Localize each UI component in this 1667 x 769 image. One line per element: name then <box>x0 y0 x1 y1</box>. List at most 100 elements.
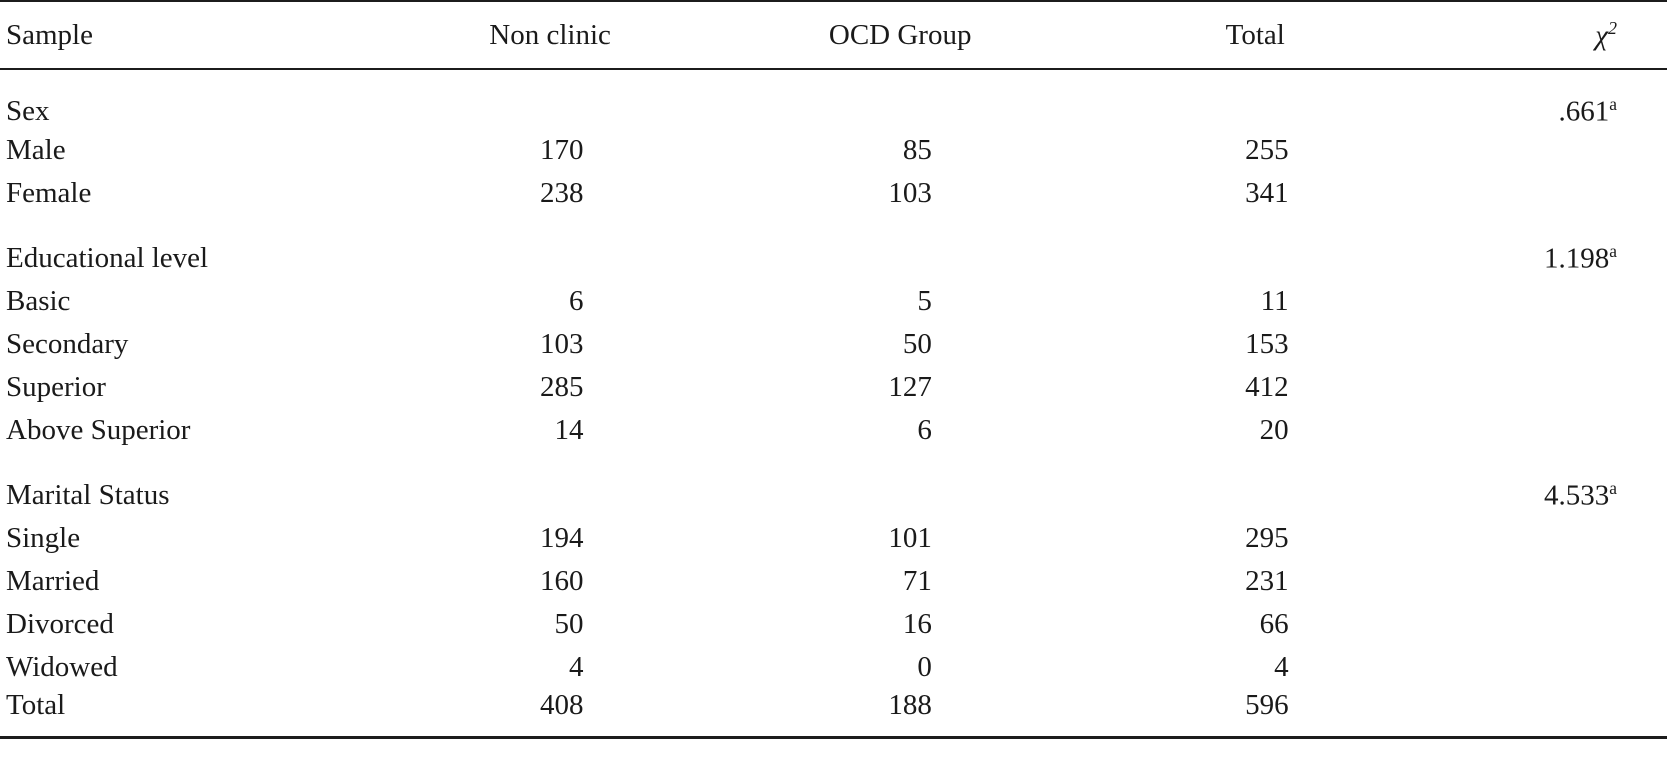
chi-squared-value <box>1394 409 1667 452</box>
chi-squared-value <box>1394 129 1667 172</box>
cell-non-clinic: 170 <box>539 133 584 166</box>
chi-squared-value: 4.533a <box>1394 474 1667 517</box>
cell-total: 4 <box>1274 650 1289 683</box>
row-label: Secondary <box>6 327 129 360</box>
table-row: Secondary 103 50 153 <box>0 323 1667 366</box>
table-row: Basic 6 5 11 <box>0 280 1667 323</box>
chi-squared-value: 1.198a <box>1394 237 1667 280</box>
table-row: Total 408 188 596 <box>0 689 1667 738</box>
chi-squared-value <box>1394 172 1667 215</box>
table-row: Divorced 50 16 66 <box>0 603 1667 646</box>
table-row: Above Superior 14 6 20 <box>0 409 1667 452</box>
section-spacer <box>0 452 1667 474</box>
table-row: Single 194 101 295 <box>0 517 1667 560</box>
chi-squared-value <box>1394 560 1667 603</box>
cell-total: 153 <box>1245 327 1289 360</box>
cell-ocd-group: 16 <box>902 607 932 640</box>
cell-ocd-group: 5 <box>917 284 932 317</box>
table-row: Widowed 4 0 4 <box>0 646 1667 689</box>
row-label: Divorced <box>6 607 114 640</box>
cell-ocd-group: 50 <box>902 327 932 360</box>
spacer-cell <box>0 215 417 237</box>
cell-non-clinic: 50 <box>554 607 584 640</box>
chi-symbol: χ <box>1595 19 1609 52</box>
chi-value: 4.533 <box>1544 479 1610 512</box>
chi-squared-value <box>1394 323 1667 366</box>
chi-value: 1.198 <box>1544 242 1610 275</box>
chi-exponent: 2 <box>1608 17 1617 38</box>
row-label: Female <box>6 176 92 209</box>
cell-ocd-group <box>683 69 1116 129</box>
section-title: Sex <box>6 94 50 127</box>
cell-non-clinic: 408 <box>539 688 584 721</box>
demographics-table: Sample Non clinic OCD Group Total χ2 Sex… <box>0 0 1667 739</box>
cell-ocd-group: 188 <box>888 688 932 721</box>
chi-footnote-marker: a <box>1609 477 1617 498</box>
chi-squared-value <box>1394 280 1667 323</box>
column-header-total: Total <box>1116 1 1394 70</box>
table-body: Sex .661a Male 170 85 255 Female 238 103 341 Educa… <box>0 69 1667 737</box>
cell-total <box>1117 69 1394 129</box>
section-title-row: Sex .661a <box>0 69 1667 129</box>
chi-squared-value: .661a <box>1394 69 1667 129</box>
table-row: Female 238 103 341 <box>0 172 1667 215</box>
chi-footnote-marker: a <box>1609 94 1617 114</box>
row-label: Basic <box>6 284 71 317</box>
cell-non-clinic <box>417 69 684 129</box>
column-header-ocd-group: OCD Group <box>683 1 1117 70</box>
table-header: Sample Non clinic OCD Group Total χ2 <box>0 1 1667 70</box>
header-row: Sample Non clinic OCD Group Total χ2 <box>0 1 1667 70</box>
chi-squared-value <box>1394 603 1667 646</box>
section-title: Educational level <box>6 241 209 274</box>
cell-non-clinic: 14 <box>554 413 584 446</box>
cell-ocd-group <box>683 237 1116 280</box>
cell-non-clinic <box>417 474 684 517</box>
cell-total <box>1117 474 1394 517</box>
chi-squared-value <box>1394 646 1667 689</box>
chi-footnote-marker: a <box>1609 240 1617 261</box>
chi-squared-value <box>1394 689 1667 738</box>
cell-non-clinic <box>417 237 684 280</box>
cell-total: 341 <box>1245 176 1289 209</box>
cell-non-clinic: 194 <box>539 521 584 554</box>
cell-ocd-group: 71 <box>902 564 932 597</box>
section-spacer <box>0 215 1667 237</box>
cell-non-clinic: 285 <box>539 370 584 403</box>
row-label: Superior <box>6 370 106 403</box>
column-header-sample: Sample <box>0 1 417 70</box>
column-header-chi-squared: χ2 <box>1393 1 1667 70</box>
cell-total: 20 <box>1259 413 1289 446</box>
cell-non-clinic: 6 <box>568 284 584 317</box>
cell-ocd-group <box>683 474 1116 517</box>
cell-total: 295 <box>1245 521 1289 554</box>
cell-ocd-group: 6 <box>917 413 932 446</box>
table-row: Married 160 71 231 <box>0 560 1667 603</box>
spacer-cell <box>0 452 417 474</box>
table-row: Superior 285 127 412 <box>0 366 1667 409</box>
row-label: Widowed <box>6 650 118 683</box>
row-label: Above Superior <box>6 413 191 446</box>
cell-non-clinic: 160 <box>539 564 584 597</box>
row-label: Single <box>6 521 81 554</box>
cell-ocd-group: 127 <box>888 370 932 403</box>
cell-total: 255 <box>1245 133 1289 166</box>
chi-squared-value <box>1394 366 1667 409</box>
cell-non-clinic: 238 <box>539 176 584 209</box>
cell-total: 11 <box>1260 284 1289 317</box>
cell-total: 412 <box>1245 370 1289 403</box>
section-title: Marital Status <box>6 478 170 511</box>
cell-total: 231 <box>1245 564 1289 597</box>
chi-squared-value <box>1394 517 1667 560</box>
cell-ocd-group: 101 <box>888 521 932 554</box>
cell-ocd-group: 103 <box>888 176 932 209</box>
section-title-row: Educational level 1.198a <box>0 237 1667 280</box>
cell-total <box>1117 237 1394 280</box>
row-label: Total <box>6 688 66 721</box>
cell-total: 596 <box>1245 688 1289 721</box>
cell-non-clinic: 103 <box>539 327 584 360</box>
row-label: Male <box>6 133 66 166</box>
chi-value: .661 <box>1558 95 1610 128</box>
table-row: Male 170 85 255 <box>0 129 1667 172</box>
section-title-row: Marital Status 4.533a <box>0 474 1667 517</box>
